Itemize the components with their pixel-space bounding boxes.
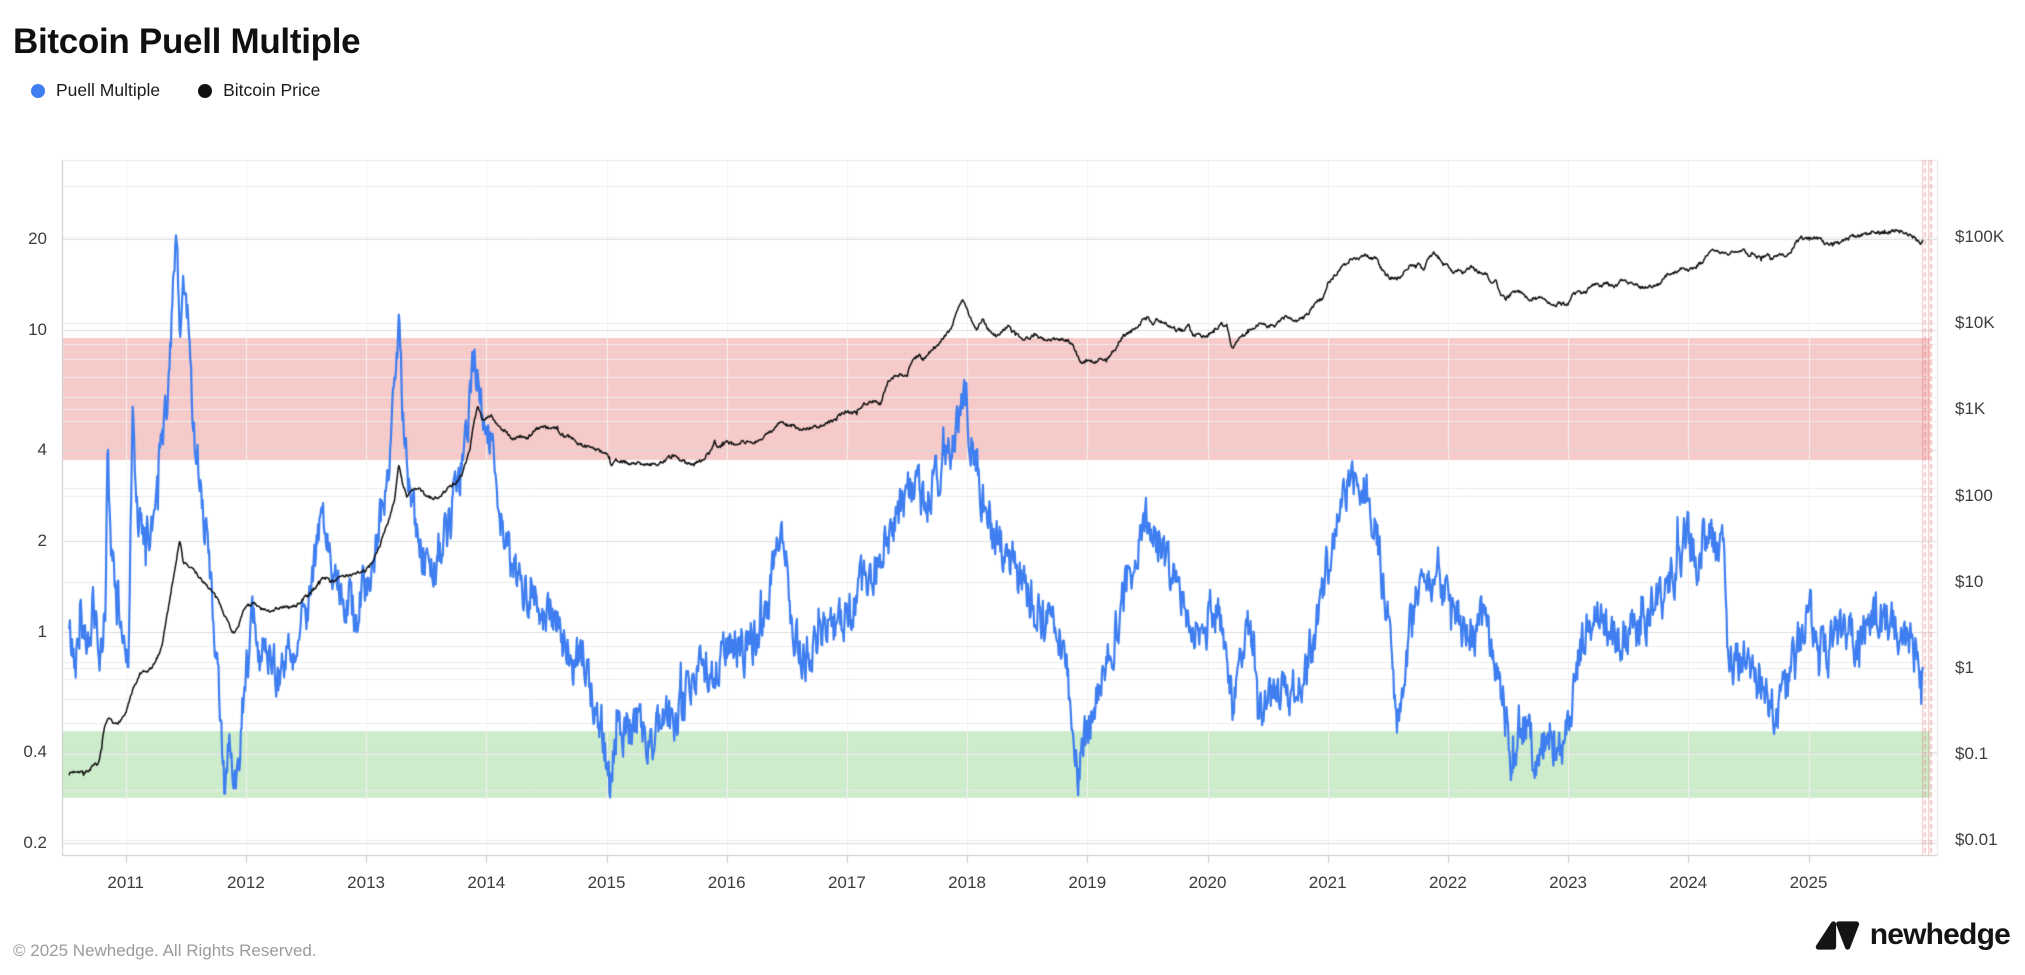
brand-name: newhedge — [1869, 918, 2011, 951]
newhedge-logo-icon — [1815, 920, 1859, 950]
puell-multiple-legend-label: Puell Multiple — [56, 80, 161, 100]
chart-legend: Puell Multiple Bitcoin Price — [31, 80, 320, 101]
legend-item-puell-multiple[interactable]: Puell Multiple — [31, 80, 160, 101]
copyright-text: © 2025 Newhedge. All Rights Reserved. — [13, 941, 317, 960]
page-title: Bitcoin Puell Multiple — [13, 22, 361, 61]
puell-multiple-legend-dot-icon — [31, 83, 45, 98]
bitcoin-price-legend-label: Bitcoin Price — [223, 80, 321, 100]
bitcoin-price-legend-dot-icon — [198, 83, 213, 98]
newhedge-brand[interactable]: newhedge — [1814, 918, 2011, 952]
legend-item-bitcoin-price[interactable]: Bitcoin Price — [198, 80, 320, 101]
